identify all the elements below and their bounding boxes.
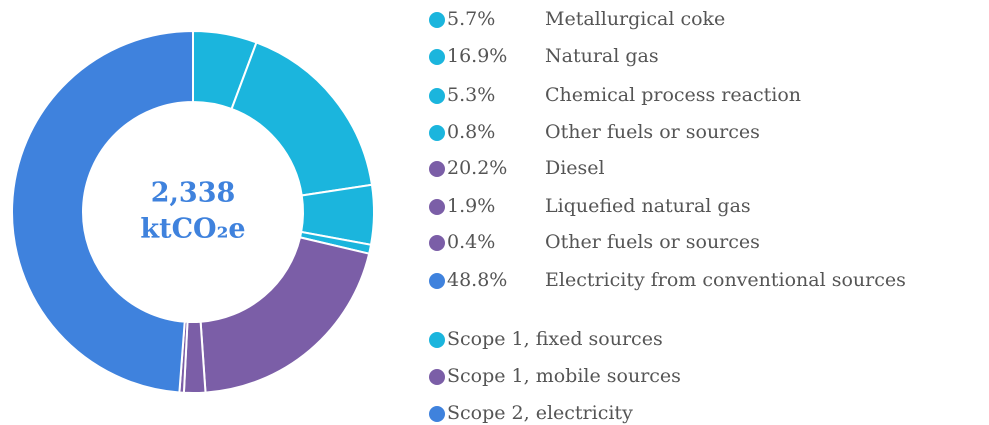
group-label: Scope 2, electricity bbox=[447, 402, 633, 424]
center-unit: ktCO₂e bbox=[140, 214, 245, 245]
legend-label: Metallurgical coke bbox=[545, 8, 725, 30]
legend-label: Electricity from conventional sources bbox=[545, 269, 906, 291]
legend-dot bbox=[429, 88, 445, 104]
legend-value: 1.9% bbox=[447, 195, 495, 217]
donut-slice bbox=[199, 236, 371, 394]
legend-dot bbox=[429, 273, 445, 289]
legend-dot bbox=[429, 125, 445, 141]
legend-dot bbox=[429, 12, 445, 28]
donut-slice bbox=[11, 29, 194, 394]
legend-label: Chemical process reaction bbox=[545, 84, 801, 106]
legend-value: 5.3% bbox=[447, 84, 495, 106]
donut-slice bbox=[230, 41, 374, 197]
legend-label: Liquefied natural gas bbox=[545, 195, 751, 217]
legend-value: 48.8% bbox=[447, 269, 507, 291]
legend-label: Other fuels or sources bbox=[545, 121, 760, 143]
center-total: 2,338 bbox=[151, 178, 236, 209]
legend-label: Other fuels or sources bbox=[545, 231, 760, 253]
legend-dot bbox=[429, 199, 445, 215]
legend-dot bbox=[429, 161, 445, 177]
legend-value: 0.4% bbox=[447, 231, 495, 253]
legend-value: 5.7% bbox=[447, 8, 495, 30]
legend-label: Diesel bbox=[545, 157, 605, 179]
legend-label: Natural gas bbox=[545, 45, 659, 67]
group-label: Scope 1, fixed sources bbox=[447, 328, 663, 350]
group-dot bbox=[429, 332, 445, 348]
legend-dot bbox=[429, 235, 445, 251]
legend-value: 20.2% bbox=[447, 157, 507, 179]
group-dot bbox=[429, 406, 445, 422]
group-dot bbox=[429, 369, 445, 385]
legend-value: 0.8% bbox=[447, 121, 495, 143]
legend-value: 16.9% bbox=[447, 45, 507, 67]
legend-dot bbox=[429, 49, 445, 65]
group-label: Scope 1, mobile sources bbox=[447, 365, 681, 387]
